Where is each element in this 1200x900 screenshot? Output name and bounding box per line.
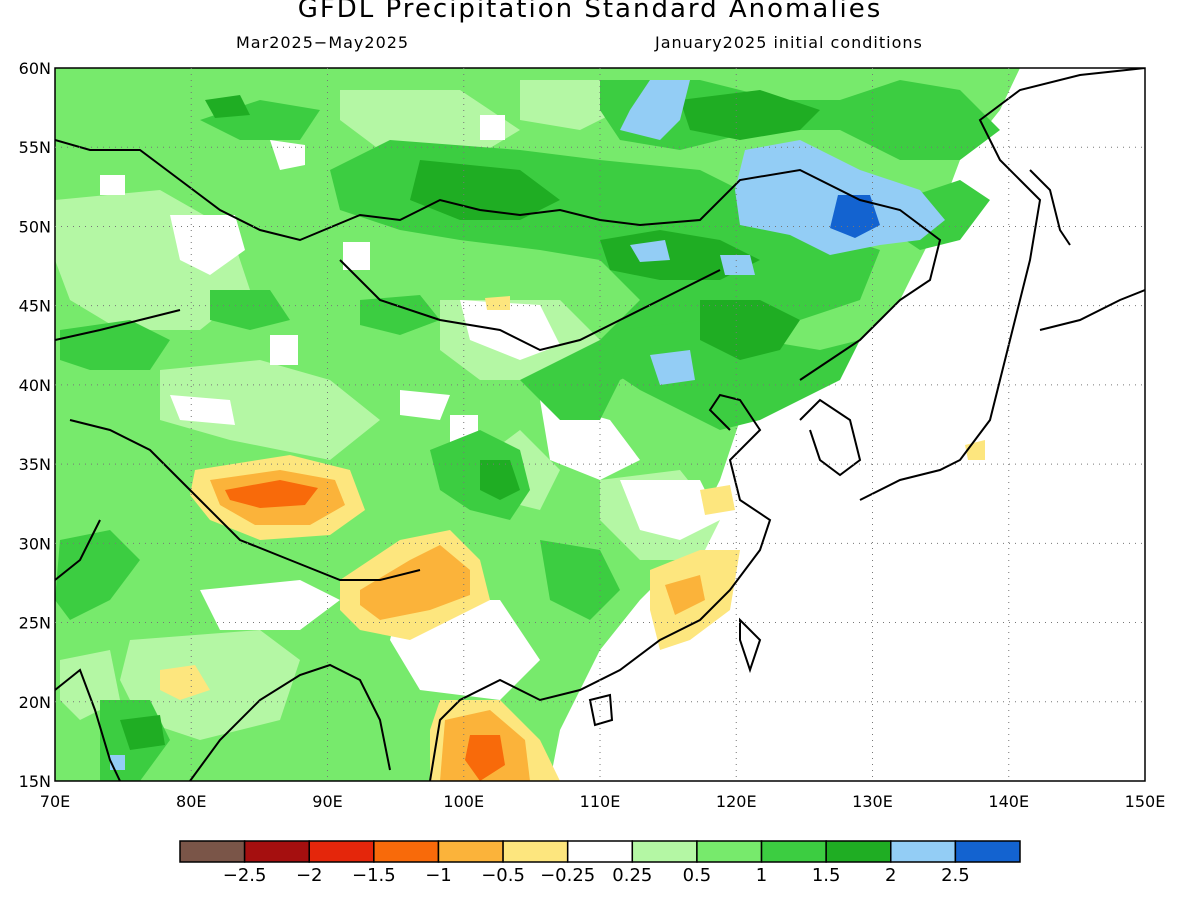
lon-tick-label: 140E — [988, 792, 1029, 811]
lon-tick-label: 70E — [40, 792, 70, 811]
colorbar-label: −0.25 — [540, 865, 595, 886]
anomaly-field — [55, 68, 1145, 781]
colorbar-swatch — [179, 840, 246, 863]
lat-tick-label: 20N — [19, 693, 51, 712]
lat-tick-label: 45N — [19, 297, 51, 316]
lat-tick-label: 25N — [19, 614, 51, 633]
colorbar-label: 1.5 — [812, 865, 841, 886]
colorbar-swatch — [566, 840, 634, 863]
lat-tick-label: 15N — [19, 772, 51, 791]
colorbar-label: −2 — [296, 865, 323, 886]
initial-conditions: January2025 initial conditions — [655, 33, 923, 52]
colorbar-label: 0.5 — [683, 865, 712, 886]
lon-tick-label: 90E — [312, 792, 342, 811]
colorbar-swatch — [243, 840, 310, 863]
colorbar-label: −1 — [425, 865, 452, 886]
colorbar-label: 1 — [756, 865, 767, 886]
lon-tick-label: 130E — [852, 792, 893, 811]
colorbar-label: −0.5 — [481, 865, 525, 886]
colorbar-swatch — [954, 840, 1021, 863]
lat-tick-label: 30N — [19, 534, 51, 553]
colorbar-swatch — [437, 840, 504, 863]
lon-tick-label: 120E — [716, 792, 757, 811]
lat-tick-label: 40N — [19, 376, 51, 395]
axis-labels: 70E 80E 90E 100E 110E 120E 130E 140E 150E 15N 20N 2… — [19, 59, 1166, 811]
colorbar-swatch — [825, 840, 892, 863]
colorbar-swatch — [373, 840, 440, 863]
colorbar-label: 2 — [885, 865, 896, 886]
colorbar-swatch — [760, 840, 827, 863]
colorbar-swatch — [502, 840, 569, 863]
colorbar-swatch — [631, 840, 698, 863]
colorbar-label: 2.5 — [941, 865, 970, 886]
lon-tick-label: 80E — [176, 792, 206, 811]
colorbar-label: −2.5 — [223, 865, 267, 886]
lon-tick-label: 150E — [1125, 792, 1166, 811]
lon-tick-label: 100E — [443, 792, 484, 811]
lat-tick-label: 55N — [19, 138, 51, 157]
colorbar-label: −1.5 — [352, 865, 396, 886]
colorbar-swatch — [696, 840, 763, 863]
colorbar-label: 0.25 — [612, 865, 652, 886]
lat-tick-label: 50N — [19, 217, 51, 236]
gridlines — [55, 68, 1145, 781]
colorbar-swatch — [890, 840, 957, 863]
lat-tick-label: 60N — [19, 59, 51, 78]
lat-tick-label: 35N — [19, 455, 51, 474]
coastlines-and-borders — [55, 68, 1145, 781]
colorbar-swatch — [308, 840, 375, 863]
lon-tick-label: 110E — [580, 792, 621, 811]
map-title: GFDL Precipitation Standard Anomalies — [297, 0, 883, 24]
colorbar: −2.5 −2 −1.5 −1 −0.5 −0.25 0.25 0.5 1 1.5 2 2.5 — [179, 840, 1021, 886]
forecast-period: Mar2025−May2025 — [236, 33, 410, 52]
